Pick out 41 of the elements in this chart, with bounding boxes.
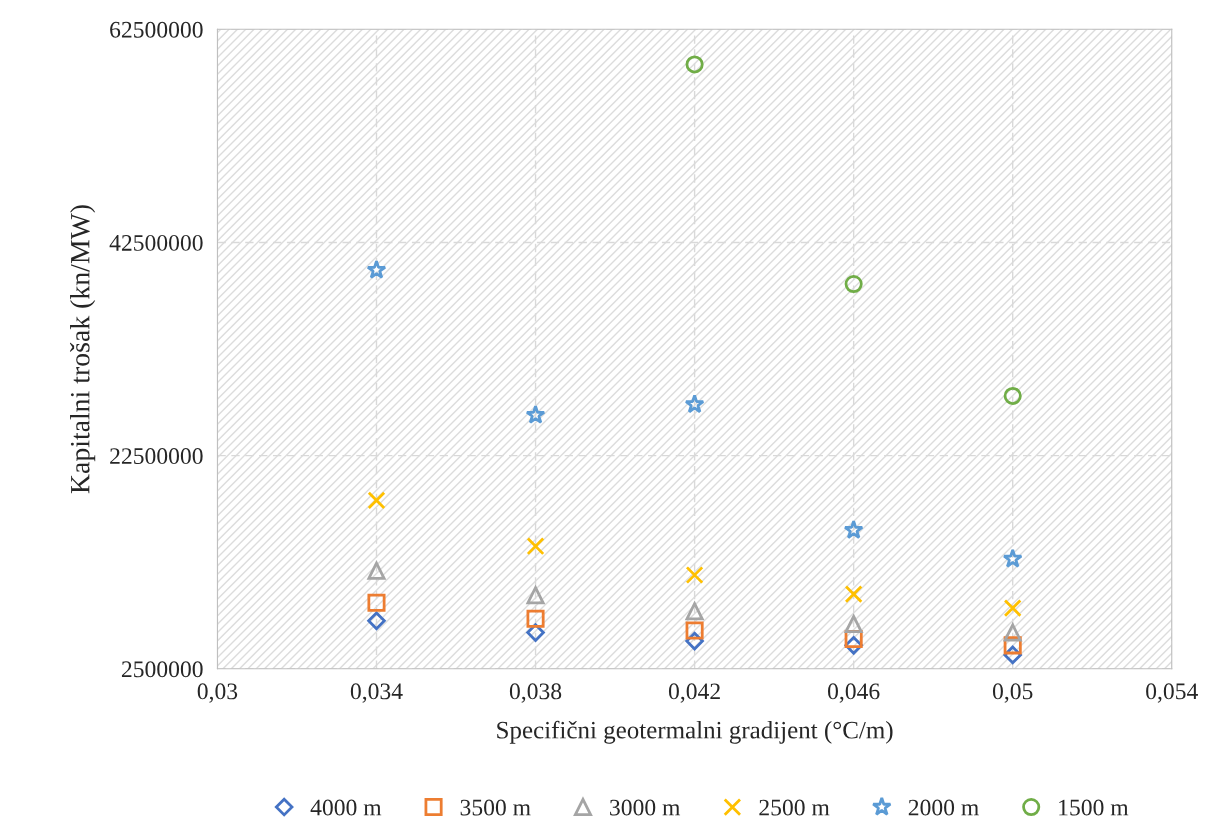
point <box>684 394 705 414</box>
point <box>366 259 387 279</box>
point <box>844 615 863 634</box>
y-tick-label: 22500000 <box>110 448 203 465</box>
point <box>1003 386 1022 405</box>
x-tick-label: 0,042 <box>668 683 720 703</box>
y-axis-title: Kapitalni trošak (kn/MW) <box>69 205 96 494</box>
point <box>367 593 386 612</box>
point <box>685 621 704 640</box>
point <box>685 55 704 74</box>
legend-label: 2000 m <box>908 799 979 816</box>
x-tick-label: 0,034 <box>350 683 403 703</box>
x-tick-label: 0,03 <box>197 683 238 703</box>
point <box>844 274 863 294</box>
x-tick-label: 0,046 <box>827 683 880 703</box>
x-tick-label: 0,038 <box>509 683 562 703</box>
point <box>1002 548 1023 568</box>
legend-label: 4000 m <box>310 799 382 816</box>
x-tick-label: 0,05 <box>992 683 1033 703</box>
point <box>367 561 386 580</box>
legend-label: 2500 m <box>759 799 830 816</box>
point <box>685 565 704 585</box>
y-tick-label: 62500000 <box>110 21 203 38</box>
point <box>367 611 386 631</box>
point <box>843 519 864 539</box>
point <box>1003 623 1022 642</box>
point <box>367 491 386 510</box>
legend-label: 3000 m <box>610 799 681 816</box>
x-axis-title: Specifični geotermalni gradijent (°C/m) <box>497 720 893 744</box>
y-tick-label: 2500000 <box>121 661 203 678</box>
y-tick-label: 42500000 <box>109 234 203 251</box>
point <box>1003 599 1022 618</box>
point <box>844 585 863 604</box>
point <box>685 602 704 621</box>
point <box>526 609 545 628</box>
point <box>525 404 546 424</box>
point <box>526 586 545 605</box>
legend-label: 3500 m <box>460 799 531 816</box>
x-tick-label: 0,054 <box>1146 683 1198 703</box>
point <box>526 537 545 556</box>
legend-label: 1500 m <box>1059 799 1129 816</box>
